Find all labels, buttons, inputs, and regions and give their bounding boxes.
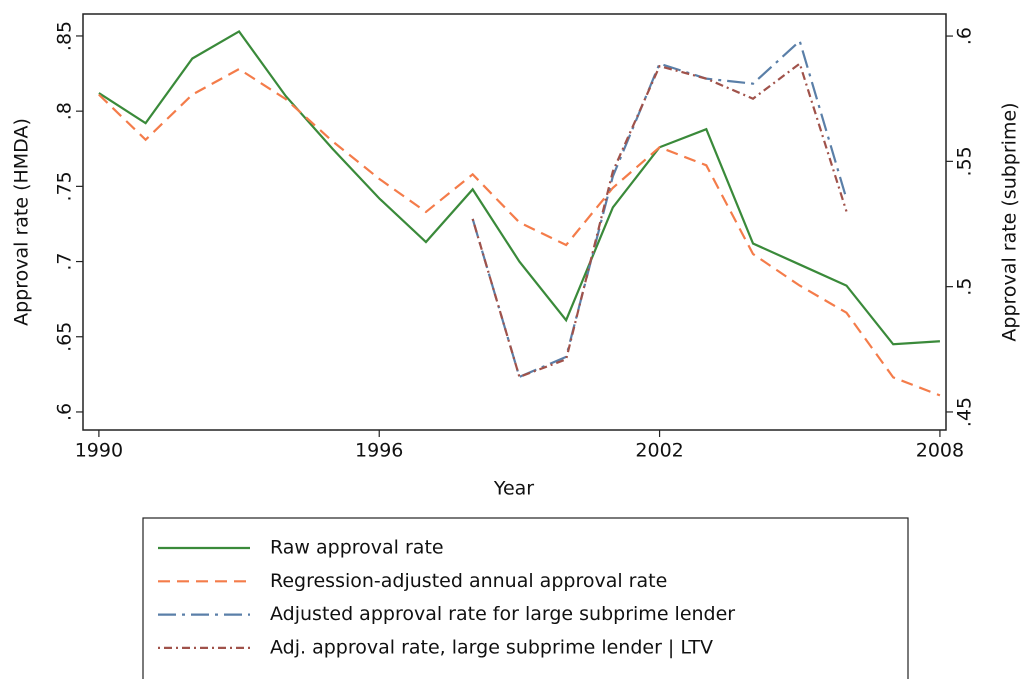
- legend-label: Raw approval rate: [270, 537, 444, 559]
- x-axis-title: Year: [493, 478, 534, 500]
- y-tick-label: .7: [54, 252, 76, 270]
- y-tick-label: .6: [54, 403, 76, 421]
- plot-frame: [82, 13, 947, 431]
- y2-tick-label: .55: [954, 146, 976, 176]
- y-axis-title: Approval rate (HMDA): [11, 118, 33, 326]
- y-tick-label: .85: [54, 21, 76, 51]
- y-tick-label: .65: [54, 322, 76, 352]
- legend-label: Adjusted approval rate for large subprim…: [270, 603, 735, 625]
- series-line: [98, 29, 940, 346]
- x-tick-label: 2008: [916, 440, 964, 462]
- y-tick-label: .75: [54, 171, 76, 201]
- legend-box: [142, 517, 909, 679]
- x-tick-label: 1996: [355, 440, 403, 462]
- legend-label: Adj. approval rate, large subprime lende…: [270, 636, 713, 658]
- series-line: [471, 61, 848, 379]
- series-line: [98, 67, 941, 397]
- legend-label: Regression-adjusted annual approval rate: [270, 570, 667, 592]
- y2-tick-label: .5: [954, 278, 976, 296]
- y2-axis-title: Approval rate (subprime): [999, 102, 1021, 341]
- y2-tick-label: .6: [954, 27, 976, 45]
- x-tick-label: 1990: [75, 440, 123, 462]
- y2-tick-label: .45: [954, 397, 976, 427]
- y-tick-label: .8: [54, 102, 76, 120]
- x-tick-label: 2002: [635, 440, 683, 462]
